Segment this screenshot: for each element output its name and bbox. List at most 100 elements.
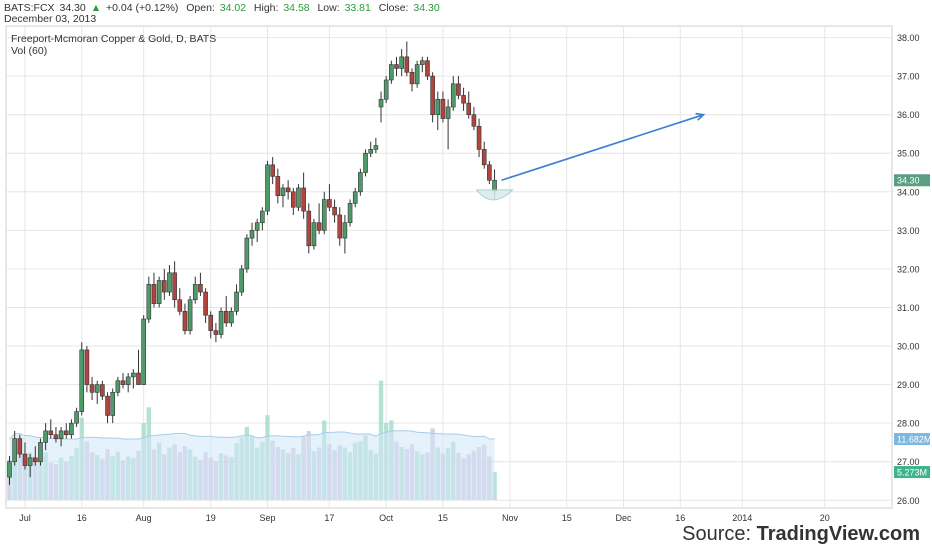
candle-body [136, 372, 141, 385]
y-tick-label: 30.00 [897, 342, 920, 352]
plot-area [5, 25, 893, 509]
candle-body [120, 380, 126, 385]
low-value: 33.81 [344, 2, 371, 14]
candle-body [337, 214, 343, 239]
volume-ma-area [9, 430, 495, 500]
candle-body [229, 311, 234, 324]
candle-body [373, 145, 379, 150]
candle-body [53, 434, 59, 439]
candle-body [368, 149, 374, 154]
y-tick-label: 27.00 [897, 457, 920, 467]
candle-body [347, 203, 353, 223]
last-price-tag-bg [894, 174, 930, 187]
volume-ma-line [9, 430, 495, 440]
candle-body [48, 430, 54, 436]
x-tick-label: 17 [324, 513, 334, 523]
bar-date: December 03, 2013 [4, 13, 97, 25]
y-tick-label: 38.00 [897, 33, 920, 43]
candle-body [125, 376, 131, 385]
x-tick-label: Oct [379, 513, 394, 523]
candle-body [84, 349, 90, 385]
y-tick-label: 36.00 [897, 110, 920, 120]
candle-body [301, 187, 306, 212]
candle-body [79, 349, 85, 412]
candle-body [192, 284, 198, 301]
candle-body [358, 172, 363, 193]
y-tick-label: 29.00 [897, 380, 920, 390]
candle-body [425, 60, 430, 77]
candle-body [187, 299, 193, 331]
candle-body [131, 372, 136, 378]
candle-body [43, 430, 48, 443]
x-tick-label: 19 [206, 513, 216, 523]
candle-body [450, 83, 456, 108]
candle-body [260, 210, 265, 223]
candle-body [38, 442, 43, 463]
candle-body [249, 230, 255, 239]
volume-indicator-label: Vol (60) [11, 45, 47, 57]
candle-body [383, 79, 389, 100]
source-prefix: Source: [682, 523, 757, 545]
candle-body [63, 430, 69, 436]
volume-tag-bg [894, 466, 930, 479]
candle-body [32, 457, 38, 463]
candle-body [466, 102, 472, 115]
candle-body [223, 311, 229, 324]
candle-body [167, 272, 172, 293]
x-tick-label: 20 [820, 513, 830, 523]
price-change: +0.04 (+0.12%) [106, 2, 179, 14]
low-label: Low: [317, 2, 340, 14]
candle-body [342, 222, 348, 239]
candle-body [471, 114, 477, 127]
symbol-header: BATS:FCX 34.30 ▲ +0.04 (+0.12%) Open: 34… [4, 2, 442, 14]
candle-body [172, 272, 177, 301]
candle-body [115, 380, 121, 393]
last-price-tag: 34.30 [897, 176, 920, 186]
high-label: High: [253, 2, 279, 14]
candle-body [198, 284, 203, 293]
candle-body [316, 222, 322, 231]
candle-body [58, 430, 64, 439]
candle-body [306, 210, 312, 247]
x-tick-label: 16 [77, 513, 87, 523]
candle-body [182, 311, 188, 331]
candle-body [285, 187, 291, 193]
change-arrow-icon: ▲ [90, 2, 102, 14]
x-tick-label: 2014 [732, 513, 752, 523]
high-value: 34.58 [283, 2, 310, 14]
candle-body [177, 299, 183, 312]
candle-body [404, 56, 410, 73]
candle-body [146, 284, 152, 320]
x-tick-label: Nov [502, 513, 519, 523]
candle-body [218, 311, 224, 335]
y-tick-label: 32.00 [897, 264, 920, 274]
y-tick-label: 31.00 [897, 303, 920, 313]
x-tick-label: Aug [136, 513, 152, 523]
source-credit: Source: TradingView.com [682, 523, 920, 546]
source-brand: TradingView.com [756, 523, 920, 545]
candle-body [409, 71, 415, 85]
candle-body [389, 64, 394, 81]
candle-body [476, 125, 482, 150]
candle-body [363, 152, 368, 173]
y-tick-label: 34.00 [897, 187, 920, 197]
candle-body [440, 98, 446, 119]
candle-body [17, 438, 23, 455]
x-tick-label: Dec [616, 513, 633, 523]
bowl-annotation [475, 189, 514, 201]
candle-body [461, 95, 466, 104]
trend-arrow-head [695, 112, 706, 121]
candle-body [254, 222, 260, 231]
candle-body [156, 280, 162, 304]
trend-arrow [501, 113, 704, 182]
x-tick-label: 16 [675, 513, 685, 523]
candle-body [162, 280, 167, 293]
candle-body [94, 384, 100, 393]
candle-body [234, 291, 239, 312]
volume-tag: 5.273M [897, 468, 927, 478]
chart-title: Freeport-Mcmoran Copper & Gold, D, BATS [11, 33, 216, 45]
candle-body [141, 318, 146, 385]
x-tick-label: Jul [19, 513, 31, 523]
y-tick-label: 37.00 [897, 72, 920, 82]
